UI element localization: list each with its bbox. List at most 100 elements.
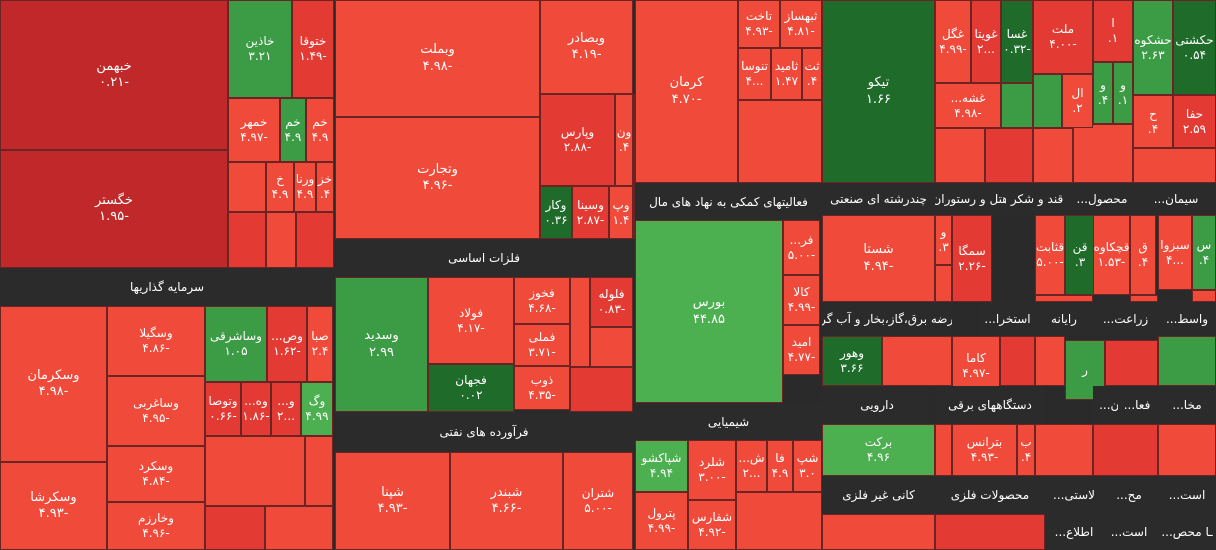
treemap-tile[interactable]: خاذین ۳.۲۱ <box>228 0 292 98</box>
treemap-tile[interactable]: قچکاوه -۱.۵۳ <box>1093 215 1130 295</box>
sector-header: دارویی <box>822 386 932 424</box>
treemap-tile[interactable]: برکت ۴.۹۶ <box>822 424 935 476</box>
treemap-tile[interactable]: ون ۴. <box>615 94 633 186</box>
treemap-tile[interactable]: حفا ۲.۵۹ <box>1173 95 1216 148</box>
treemap-tile[interactable]: ختوقا -۱.۴۹ <box>292 0 334 98</box>
treemap-tile[interactable]: وکار ۰.۳۶ <box>540 186 572 239</box>
treemap-tile[interactable]: فخوز -۴.۶۸ <box>514 277 570 324</box>
treemap-tile[interactable]: خم ۴.۹ <box>306 98 334 162</box>
treemap-tile[interactable]: وساشرقی ۱.۰۵ <box>205 306 267 382</box>
treemap-tile[interactable]: حشکوه ۲.۶۳ <box>1133 0 1173 95</box>
treemap-filler-tile <box>1033 74 1062 128</box>
treemap-tile[interactable]: ا ۱. <box>1093 0 1133 62</box>
treemap-tile[interactable]: شتران -۵.۰۰ <box>563 452 633 550</box>
treemap-tile[interactable]: ش... ...۲ <box>736 440 767 492</box>
treemap-tile[interactable]: وگ ۴.۹۹ <box>301 382 333 436</box>
treemap-tile[interactable]: سبزوا ...۴ <box>1158 215 1192 290</box>
treemap-tile[interactable]: وپ ۱.۴ <box>609 186 633 239</box>
sector-header: فعالیتهای کمکی به نهاد های مال <box>635 183 822 220</box>
treemap-tile[interactable]: و ۴. <box>1093 62 1113 124</box>
treemap-tile[interactable]: شلرد -۳.۰۰ <box>688 440 736 500</box>
treemap-tile[interactable]: کالا -۴.۹۹ <box>783 275 820 325</box>
treemap-tile[interactable]: ثبهساز -۴.۸۱ <box>780 0 822 48</box>
tile-symbol: شستا <box>863 242 894 258</box>
treemap-tile[interactable]: س ۴. <box>1192 215 1216 290</box>
treemap-tile[interactable]: قن ۳. <box>1065 215 1095 295</box>
treemap-tile[interactable]: بورس ۴۴.۸۵ <box>635 220 783 403</box>
treemap-tile[interactable]: وسکرمان -۴.۹۸ <box>0 306 107 462</box>
treemap-tile[interactable]: و... ...۲ <box>271 382 301 436</box>
treemap-tile[interactable]: فا ۴.۹ <box>767 440 793 492</box>
treemap-tile[interactable]: وسگیلا -۴.۸۶ <box>107 306 205 376</box>
treemap-tile[interactable]: وپارس -۲.۸۸ <box>540 94 615 186</box>
tile-change-value: -۱.۹۵ <box>99 209 129 224</box>
treemap-tile[interactable]: غویتا ...۲ <box>971 0 1001 83</box>
treemap-tile[interactable]: وه... -۱.۸۶ <box>241 382 271 436</box>
treemap-tile[interactable]: فملی -۳.۷۱ <box>514 324 570 366</box>
tile-change-value: ...۲ <box>742 466 761 480</box>
treemap-tile[interactable]: تنوسا ...۴ <box>738 48 771 100</box>
treemap-tile[interactable]: خز ۴. <box>316 162 334 212</box>
treemap-tile[interactable]: غسا -۰.۳۲ <box>1001 0 1033 83</box>
treemap-tile[interactable]: وهور ۳.۶۶ <box>822 336 882 386</box>
treemap-tile[interactable]: خگستر -۱.۹۵ <box>0 150 228 268</box>
treemap-tile[interactable]: ثامید ۱.۴۷ <box>771 48 802 100</box>
treemap-tile[interactable]: فر... -۵.۰۰ <box>783 220 820 275</box>
tile-symbol: ثبهساز <box>784 9 818 23</box>
treemap-tile[interactable]: سمگا -۲.۲۶ <box>952 215 992 302</box>
treemap-tile[interactable]: ال ۲. <box>1062 74 1093 128</box>
treemap-tile[interactable]: وخارزم -۴.۹۶ <box>107 502 205 550</box>
treemap-tile[interactable]: خمهر -۴.۹۷ <box>228 98 280 162</box>
treemap-tile[interactable]: امید -۴.۷۷ <box>783 325 820 375</box>
treemap-tile[interactable]: فلوله -۰.۸۳ <box>590 277 633 327</box>
treemap-tile[interactable]: وسکرد -۴.۸۴ <box>107 446 205 502</box>
treemap-tile[interactable]: ح ۴. <box>1133 95 1173 148</box>
treemap-tile[interactable]: وتجارت -۴.۹۶ <box>335 117 540 239</box>
treemap-tile[interactable]: ورنا ۴.۹ <box>294 162 316 212</box>
treemap-tile[interactable]: قثابت -۵.۰۰ <box>1035 215 1065 295</box>
treemap-tile[interactable]: غگل -۴.۹۹ <box>935 0 971 83</box>
treemap-tile[interactable]: وص... -۱.۶۲ <box>267 306 307 382</box>
treemap-tile[interactable]: شفارس -۴.۹۲ <box>688 500 736 550</box>
treemap-tile[interactable]: حکشتی ۰.۵۴ <box>1173 0 1216 95</box>
treemap-tile[interactable]: و ۱. <box>1113 62 1133 124</box>
treemap-tile[interactable]: ب ۴. <box>1017 424 1035 476</box>
treemap-tile[interactable]: شپ ۳.۰ <box>793 440 822 492</box>
treemap-tile[interactable]: وسکرشا -۴.۹۳ <box>0 462 107 550</box>
treemap-tile[interactable]: کرمان -۴.۷۰ <box>635 0 738 183</box>
tile-symbol: ثامید <box>774 59 799 73</box>
sector-header: مح... <box>1100 476 1158 514</box>
treemap-tile[interactable]: خم ۴.۹ <box>280 98 306 162</box>
treemap-tile[interactable]: صبا ۲.۴ <box>307 306 333 382</box>
treemap-tile[interactable]: بترانس -۴.۹۳ <box>952 424 1017 476</box>
treemap-tile[interactable]: ملت -۴.۰۰ <box>1033 0 1093 74</box>
treemap-tile[interactable]: تیکو ۱.۶۶ <box>822 0 935 183</box>
treemap-tile[interactable]: فولاد -۴.۱۷ <box>428 277 514 364</box>
treemap-tile[interactable]: ق ۴. <box>1130 215 1156 295</box>
treemap-tile[interactable]: ذوب -۴.۳۵ <box>514 366 570 410</box>
tile-change-value: -۱.۶۲ <box>273 344 301 358</box>
treemap-tile[interactable]: وتوصا -۰.۶۶ <box>205 382 241 436</box>
sector-header: زراعت... <box>1093 302 1158 336</box>
treemap-tile[interactable]: غشه... -۴.۹۸ <box>935 83 1001 128</box>
treemap-tile[interactable]: و ۳. <box>935 215 952 265</box>
treemap-tile[interactable]: تاخت -۴.۹۳ <box>738 0 780 48</box>
treemap-tile[interactable]: وساغربی -۴.۹۵ <box>107 376 205 446</box>
tile-change-value: ۱. <box>1117 93 1129 107</box>
treemap-tile[interactable]: وسینا -۲.۸۷ <box>572 186 609 239</box>
treemap-tile[interactable]: شبندر -۴.۶۶ <box>450 452 563 550</box>
treemap-tile[interactable]: شستا -۴.۹۴ <box>822 215 935 302</box>
treemap-tile[interactable]: وسدید ۲.۹۹ <box>335 277 428 412</box>
treemap-tile[interactable]: شپنا -۴.۹۳ <box>335 452 450 550</box>
treemap-filler-tile <box>1133 148 1216 183</box>
treemap-tile[interactable]: ثت ۴. <box>802 48 822 100</box>
treemap-tile[interactable]: وبصادر -۴.۱۹ <box>540 0 633 94</box>
treemap-tile[interactable]: فجهان ۰.۰۲ <box>428 364 514 412</box>
treemap-tile[interactable]: خ ۴.۹ <box>266 162 294 212</box>
treemap-tile[interactable]: وبملت -۴.۹۸ <box>335 0 540 117</box>
treemap-tile[interactable]: خبهمن -۰.۲۱ <box>0 0 228 150</box>
treemap-tile[interactable]: ر <box>1065 340 1105 400</box>
treemap-tile[interactable]: شپاکشو ۴.۹۴ <box>635 440 688 492</box>
tile-change-value: ۱.۴ <box>612 212 630 227</box>
treemap-tile[interactable]: پترول -۴.۹۹ <box>635 492 688 550</box>
